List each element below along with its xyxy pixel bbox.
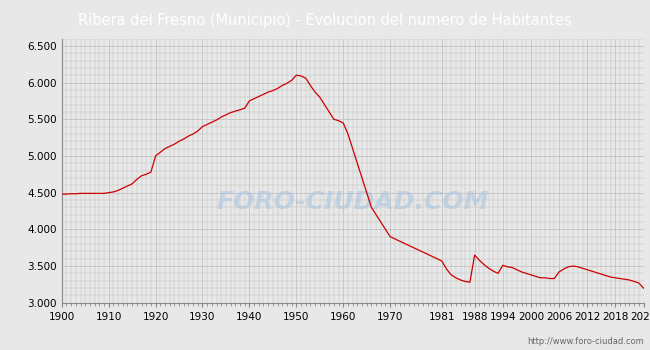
Text: Ribera del Fresno (Municipio) - Evolucion del numero de Habitantes: Ribera del Fresno (Municipio) - Evolucio… xyxy=(78,13,572,28)
Text: FORO-CIUDAD.COM: FORO-CIUDAD.COM xyxy=(216,190,489,214)
Text: http://www.foro-ciudad.com: http://www.foro-ciudad.com xyxy=(526,337,644,346)
